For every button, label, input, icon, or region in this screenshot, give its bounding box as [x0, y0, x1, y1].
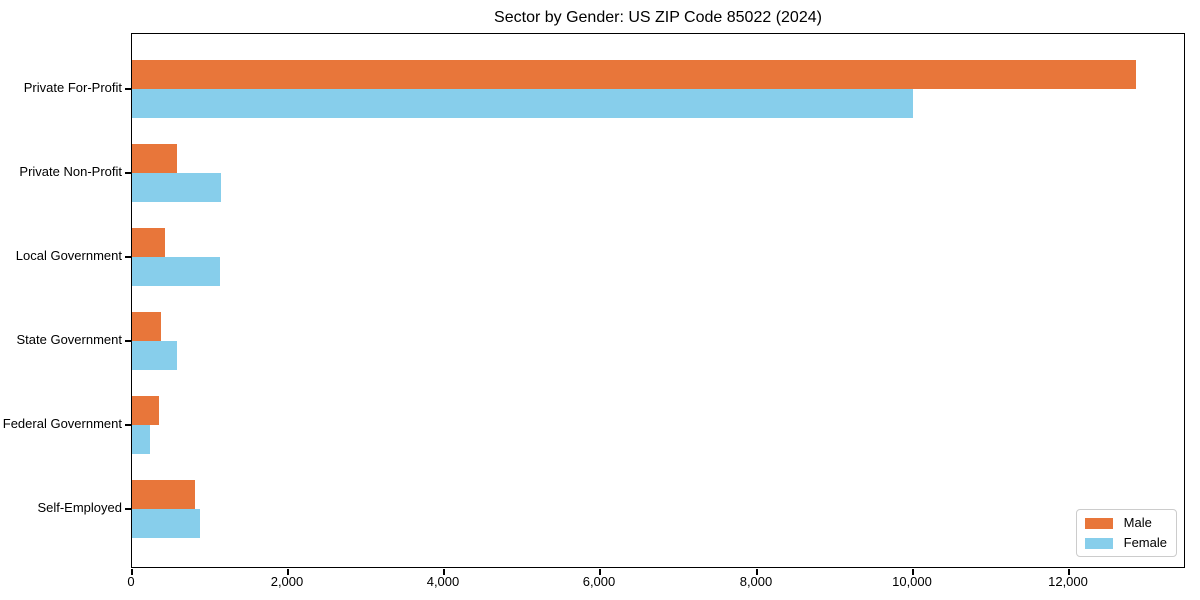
legend: Male Female	[1075, 509, 1177, 557]
x-tick	[599, 569, 601, 575]
y-tick	[125, 256, 131, 258]
y-tick	[125, 424, 131, 426]
bar-male-state-government	[132, 312, 161, 341]
x-tick-label: 2,000	[270, 574, 304, 589]
x-tick	[287, 569, 289, 575]
bar-female-state-government	[132, 341, 177, 370]
bar-male-local-government	[132, 228, 165, 257]
x-tick	[443, 569, 445, 575]
plot-area: Male Female	[125, 33, 1185, 575]
x-tick-label: 0	[127, 574, 135, 589]
bar-male-federal-government	[132, 396, 159, 425]
legend-swatch-male	[1084, 517, 1113, 529]
bar-female-self-employed	[132, 509, 200, 538]
x-tick	[1068, 569, 1070, 575]
x-tick-label: 4,000	[426, 574, 460, 589]
y-tick-label-federal-government: Federal Government	[2, 416, 122, 431]
x-tick-label: 8,000	[739, 574, 773, 589]
x-tick-label: 6,000	[582, 574, 616, 589]
legend-label-male: Male	[1123, 515, 1152, 530]
x-tick-label: 10,000	[892, 574, 932, 589]
bar-male-self-employed	[132, 480, 195, 509]
bar-female-federal-government	[132, 425, 150, 454]
bar-female-local-government	[132, 257, 220, 286]
legend-item-female: Female	[1084, 535, 1167, 550]
y-tick	[125, 508, 131, 510]
y-tick-label-private-non-profit: Private Non-Profit	[19, 164, 122, 179]
chart-title: Sector by Gender: US ZIP Code 85022 (202…	[494, 9, 822, 26]
y-tick	[125, 340, 131, 342]
x-tick	[912, 569, 914, 575]
bar-female-private-for-profit	[132, 89, 913, 118]
y-tick	[125, 172, 131, 174]
x-tick-label: 12,000	[1048, 574, 1088, 589]
x-tick	[131, 569, 133, 575]
legend-swatch-female	[1084, 537, 1113, 549]
bar-female-private-non-profit	[132, 173, 221, 202]
y-tick-label-local-government: Local Government	[15, 248, 122, 263]
y-tick-label-state-government: State Government	[16, 332, 123, 347]
legend-label-female: Female	[1123, 535, 1167, 550]
y-tick	[125, 88, 131, 90]
x-tick	[756, 569, 758, 575]
bar-male-private-for-profit	[132, 60, 1136, 89]
y-tick-label-private-for-profit: Private For-Profit	[23, 80, 122, 95]
legend-item-male: Male	[1084, 515, 1167, 530]
bar-male-private-non-profit	[132, 144, 177, 173]
y-tick-label-self-employed: Self-Employed	[37, 500, 122, 515]
